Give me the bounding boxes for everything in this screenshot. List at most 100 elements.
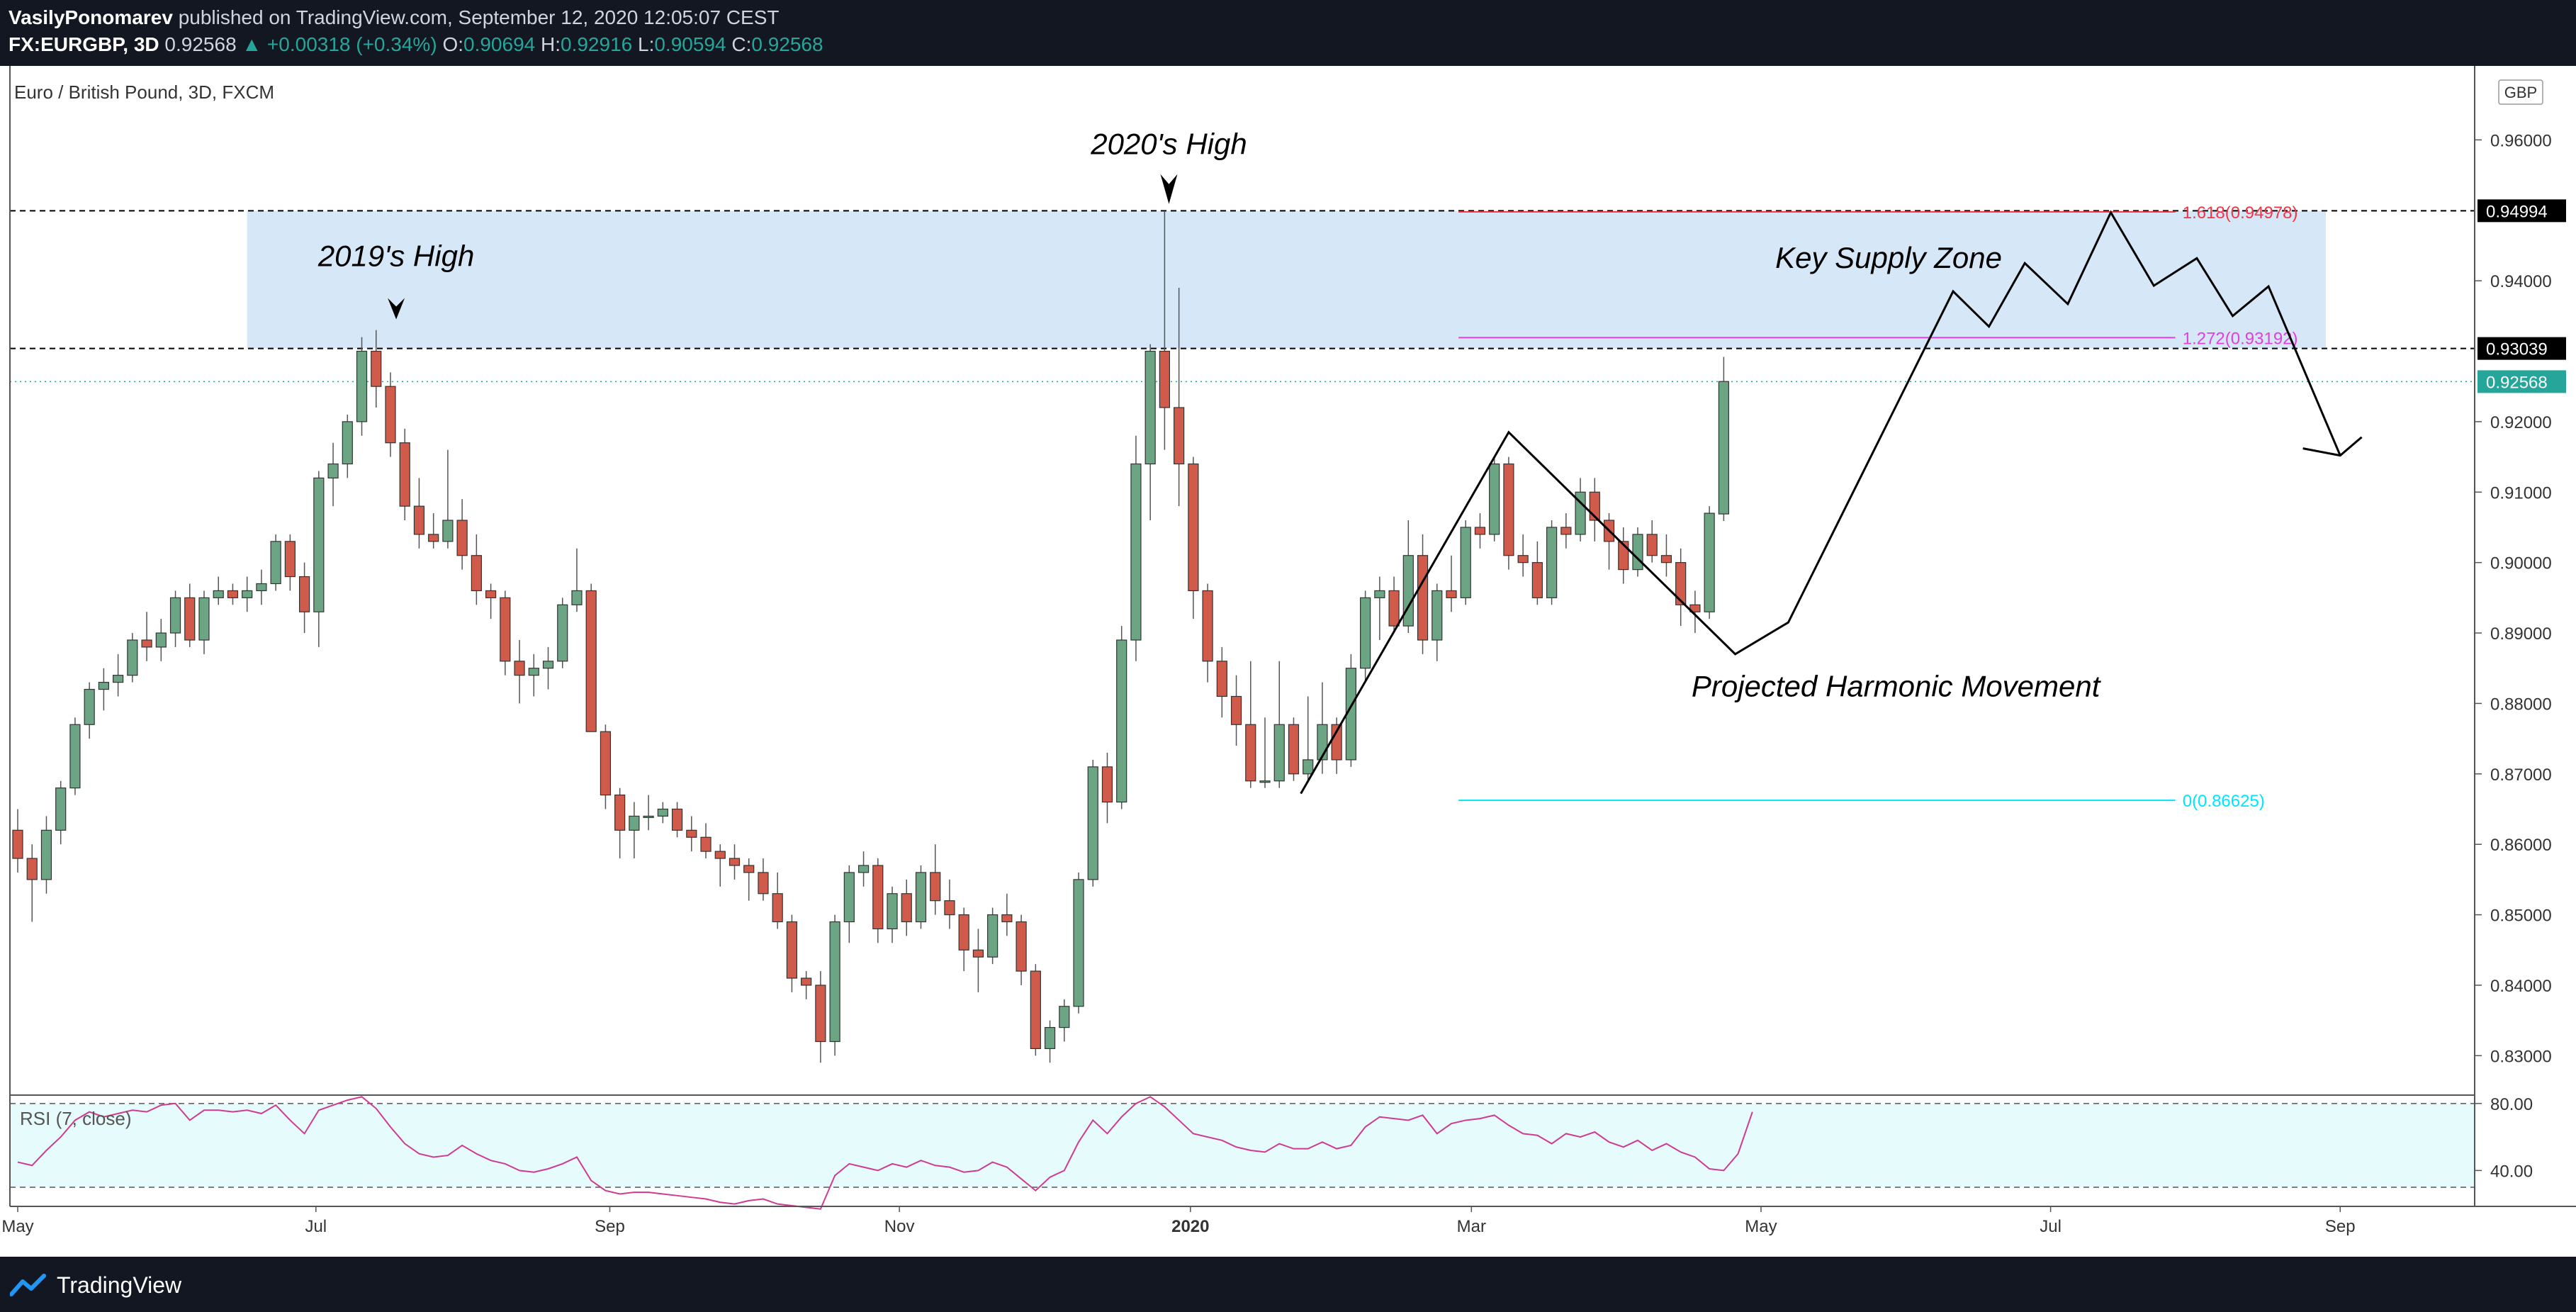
- price-marker: [2477, 199, 2566, 223]
- candle-body: [1202, 590, 1213, 662]
- candle-body: [256, 583, 267, 592]
- open-label: O:: [442, 33, 463, 55]
- candle-body: [485, 590, 497, 598]
- price-tick-label: 0.87000: [2490, 766, 2552, 785]
- candle-body: [629, 815, 640, 831]
- candle-body: [1374, 590, 1385, 598]
- price-tick-label: 0.92000: [2490, 413, 2552, 432]
- candle-body: [69, 724, 81, 789]
- candle-body: [399, 442, 410, 507]
- time-tick-label: Sep: [595, 1217, 625, 1236]
- candle-body: [113, 675, 124, 683]
- candle-body: [184, 597, 196, 641]
- candle-body: [55, 787, 67, 831]
- candle-body: [1517, 555, 1529, 564]
- candle-body: [958, 914, 969, 951]
- price-tick-label: 0.96000: [2490, 131, 2552, 150]
- candle-body: [671, 808, 683, 831]
- candle-body: [385, 386, 396, 444]
- candle-body: [1689, 604, 1701, 612]
- tradingview-label: TradingView: [57, 1272, 182, 1298]
- candle-body: [84, 688, 95, 725]
- candle-body: [686, 829, 697, 838]
- candle-body: [1073, 879, 1084, 1007]
- candle-body: [1116, 639, 1127, 803]
- candle-body: [758, 872, 769, 895]
- candle-body: [1632, 534, 1643, 571]
- candle-body: [98, 682, 109, 690]
- candle-body: [643, 815, 654, 819]
- close-value: 0.92568: [751, 33, 823, 55]
- candle-body: [342, 421, 353, 465]
- candle-body: [1087, 766, 1098, 880]
- candle-body: [500, 597, 511, 662]
- author-name[interactable]: VasilyPonomarev: [9, 6, 173, 28]
- candle-body: [1718, 381, 1729, 515]
- candle-body: [442, 520, 454, 542]
- tradingview-logo[interactable]: TradingView: [10, 1271, 181, 1299]
- price-tick-label: 0.83000: [2490, 1047, 2552, 1066]
- price-marker: [2477, 337, 2566, 360]
- time-tick-label: May: [1745, 1217, 1777, 1236]
- candle-body: [1303, 759, 1314, 775]
- candle-body: [327, 463, 339, 478]
- candle-body: [1144, 350, 1156, 465]
- candle-body: [557, 604, 568, 662]
- price-tick-label: 0.84000: [2490, 977, 2552, 996]
- low-value: 0.90594: [654, 33, 726, 55]
- candle-body: [1030, 970, 1041, 1050]
- candle-body: [127, 639, 138, 676]
- time-tick-label: Nov: [884, 1217, 915, 1236]
- candle-body: [1230, 695, 1242, 725]
- currency-badge: [2498, 79, 2543, 105]
- candle-body: [872, 865, 884, 930]
- candle-body: [542, 661, 554, 669]
- chart-canvas[interactable]: 1.618(0.94978) 1.272(0.93192) 0(0.86625) 20…: [0, 66, 2576, 1257]
- time-tick-label: Jul: [2040, 1217, 2062, 1236]
- price-tick-label: 0.91000: [2490, 483, 2552, 503]
- candle-body: [270, 541, 281, 585]
- price-tick-label: 0.94000: [2490, 272, 2552, 291]
- price-marker-label: 0.92568: [2486, 373, 2548, 392]
- candle-body: [155, 632, 167, 648]
- candle-body: [1675, 562, 1687, 605]
- price-tick-label: 0.86000: [2490, 836, 2552, 855]
- candle-body: [1216, 661, 1227, 697]
- candle-body: [1560, 527, 1572, 535]
- annotation-projected-harmonic: Projected Harmonic Movement: [1692, 669, 2102, 702]
- candle-body: [944, 900, 955, 916]
- candle-body: [371, 350, 382, 387]
- candle-body: [428, 534, 439, 542]
- candle-body: [1273, 724, 1285, 782]
- rsi-band: [10, 1103, 2475, 1187]
- candle-body: [1288, 724, 1300, 775]
- last-price: 0.92568: [164, 33, 237, 55]
- candle-body: [700, 836, 712, 852]
- candle-body: [299, 576, 310, 612]
- close-label: C:: [731, 33, 752, 55]
- candle-body: [1245, 724, 1256, 782]
- candle-body: [1001, 914, 1013, 923]
- candle-body: [227, 590, 239, 598]
- candle-body: [657, 808, 668, 817]
- chart-area[interactable]: 1.618(0.94978) 1.272(0.93192) 0(0.86625) 20…: [0, 66, 2576, 1257]
- candle-body: [198, 597, 210, 641]
- candle-body: [843, 872, 855, 923]
- price-marker: [2477, 370, 2566, 393]
- chart-title: Euro / British Pound, 3D, FXCM: [14, 82, 274, 103]
- candle-body: [213, 590, 224, 598]
- rsi-line: [17, 1096, 1753, 1210]
- candle-body: [1331, 724, 1342, 761]
- fib-level-label: 0(0.86625): [2183, 792, 2265, 811]
- candle-body: [1575, 491, 1586, 535]
- candle-body: [141, 639, 152, 648]
- time-tick-label: 2020: [1171, 1217, 1209, 1236]
- candle-body: [26, 858, 38, 880]
- candle-body: [815, 985, 826, 1043]
- price-tick-label: 0.88000: [2490, 695, 2552, 714]
- publish-header: VasilyPonomarev published on TradingView…: [9, 4, 780, 31]
- candle-body: [772, 893, 783, 923]
- price-tick-label: 0.85000: [2490, 907, 2552, 926]
- tradingview-icon: [10, 1274, 46, 1296]
- annotation-2020-high: 2020's High: [1090, 128, 1247, 161]
